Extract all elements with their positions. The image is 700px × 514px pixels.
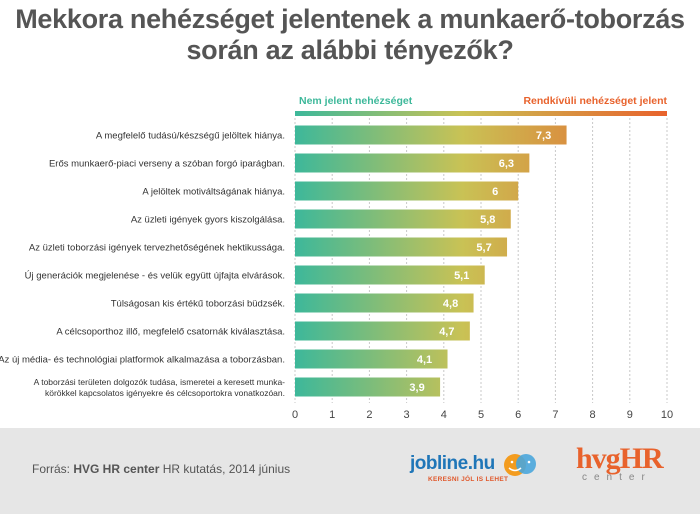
bar (295, 293, 474, 313)
bar (295, 321, 470, 341)
chart-title-line1: Mekkora nehézséget jelentenek a munkaerő… (15, 4, 685, 34)
scale-gradient-bar (295, 111, 667, 116)
category-label: Túlságosan kis értékű toborzási büdzsék. (111, 299, 285, 310)
x-tick-label: 3 (404, 409, 410, 421)
bar (295, 153, 530, 173)
bar-value-label: 3,9 (409, 382, 424, 394)
hvg-name: hvgHR (576, 442, 664, 475)
bar-value-label: 5,1 (454, 270, 469, 282)
scale-low-label: Nem jelent nehézséget (299, 95, 413, 107)
x-tick-label: 6 (515, 409, 521, 421)
bar-value-label: 5,8 (480, 214, 495, 226)
bar-value-label: 4,8 (443, 298, 458, 310)
source-org: HVG HR center (73, 462, 160, 476)
source-prefix: Forrás: (32, 462, 74, 476)
bar (295, 237, 508, 257)
source-note: Forrás: HVG HR center HR kutatás, 2014 j… (32, 462, 290, 476)
jobline-faces-icon (504, 454, 537, 476)
category-label: A célcsoporthoz illő, megfelelő csatorná… (56, 327, 285, 338)
hvg-hr-center-logo[interactable]: hvgHR center (576, 442, 664, 483)
bar-value-label: 4,7 (439, 326, 454, 338)
bar (295, 181, 519, 201)
category-label: Az üzleti toborzási igények tervezhetősé… (29, 243, 285, 254)
x-tick-label: 10 (661, 409, 673, 421)
x-tick-label: 9 (627, 409, 633, 421)
category-label: Új generációk megjelenése - és velük egy… (25, 271, 285, 282)
jobline-logo[interactable]: jobline.hu KERESNI JÓL IS LEHET (410, 452, 539, 483)
category-label: A toborzási területen dolgozók tudása, i… (34, 377, 286, 387)
bar (295, 125, 567, 145)
x-tick-label: 8 (590, 409, 596, 421)
category-label: A jelöltek motiváltságának hiánya. (142, 187, 285, 198)
jobline-slogan: KERESNI JÓL IS LEHET (428, 476, 509, 483)
bar (295, 349, 448, 369)
bar (295, 377, 441, 397)
category-label: Az üzleti igények gyors kiszolgálása. (131, 215, 285, 226)
bar-value-label: 5,7 (476, 242, 491, 254)
chart-title-line2: során az alábbi tényezők? (186, 35, 514, 65)
bar-value-label: 4,1 (417, 354, 432, 366)
category-label: Az új média- és technológiai platformok … (0, 355, 285, 366)
x-tick-label: 4 (441, 409, 447, 421)
x-tick-label: 5 (478, 409, 484, 421)
x-tick-label: 7 (552, 409, 558, 421)
chart-title: Mekkora nehézséget jelentenek a munkaerő… (0, 4, 700, 66)
jobline-name: jobline.hu (410, 453, 495, 475)
footer: Forrás: HVG HR center HR kutatás, 2014 j… (0, 428, 700, 514)
bar (295, 209, 511, 229)
category-label: körökkel kapcsolatos igényekre és célcso… (45, 388, 285, 398)
x-tick-label: 2 (366, 409, 372, 421)
category-label: A megfelelő tudású/készségű jelöltek hiá… (96, 131, 285, 142)
bar-value-label: 6 (492, 186, 498, 198)
bar (295, 265, 485, 285)
x-tick-label: 1 (329, 409, 335, 421)
category-label: Erős munkaerő-piaci verseny a szóban for… (49, 159, 285, 170)
source-rest: HR kutatás, 2014 június (159, 462, 291, 476)
hvg-sub: center (582, 472, 652, 483)
bar-chart: Nem jelent nehézséget Rendkívüli nehézsé… (0, 95, 673, 421)
x-tick-label: 0 (292, 409, 298, 421)
bar-value-label: 7,3 (536, 130, 551, 142)
scale-high-label: Rendkívüli nehézséget jelent (523, 95, 667, 107)
bar-value-label: 6,3 (499, 158, 514, 170)
